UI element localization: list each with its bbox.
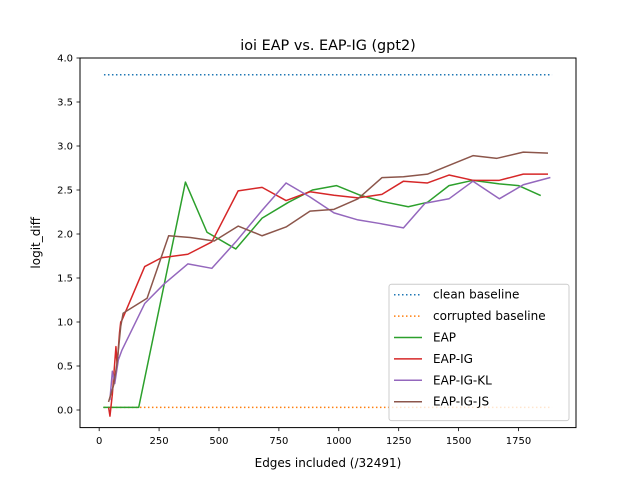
- x-tick-label: 1000: [326, 436, 351, 447]
- plot-frame: [79, 57, 577, 429]
- x-tick-label: 1750: [506, 436, 531, 447]
- x-tick-label: 1250: [386, 436, 411, 447]
- legend-label: clean baseline: [433, 288, 519, 302]
- legend-label: corrupted baseline: [433, 309, 546, 323]
- chart-title: ioi EAP vs. EAP-IG (gpt2): [240, 38, 415, 54]
- series-line-5: [107, 151, 549, 403]
- y-tick-label: 3.0: [57, 142, 73, 153]
- legend-label: EAP-IG-JS: [433, 395, 489, 409]
- y-axis-label: logit_diff: [29, 216, 43, 268]
- legend-label: EAP-IG-KL: [433, 373, 492, 387]
- legend: clean baseline corrupted baseline EAP EAP-I…: [388, 283, 570, 422]
- y-axis: 0.0 0.5 1.0 1.5 2.0 2.5 3.0 3.5 4.0: [57, 54, 80, 417]
- y-tick-label: 0.5: [57, 362, 73, 373]
- legend-label: EAP-IG: [433, 352, 473, 366]
- y-tick-label: 2.5: [57, 186, 73, 197]
- x-tick-label: 750: [269, 436, 288, 447]
- y-tick-label: 1.5: [57, 274, 73, 285]
- x-tick-label: 1500: [446, 436, 471, 447]
- legend-label: EAP: [433, 331, 456, 345]
- x-tick-label: 250: [150, 436, 169, 447]
- x-tick-label: 500: [209, 436, 228, 447]
- x-axis-label: Edges included (/32491): [255, 456, 402, 470]
- x-axis: 0 250 500 750 1000 1250 1500 1750: [96, 427, 531, 447]
- series-line-4: [109, 176, 551, 401]
- y-tick-label: 0.0: [57, 406, 73, 417]
- y-tick-label: 4.0: [57, 54, 73, 65]
- y-tick-label: 2.0: [57, 230, 73, 241]
- legend-box: [388, 283, 570, 422]
- y-tick-label: 1.0: [57, 318, 73, 329]
- y-tick-label: 3.5: [57, 98, 73, 109]
- x-tick-label: 0: [96, 436, 102, 447]
